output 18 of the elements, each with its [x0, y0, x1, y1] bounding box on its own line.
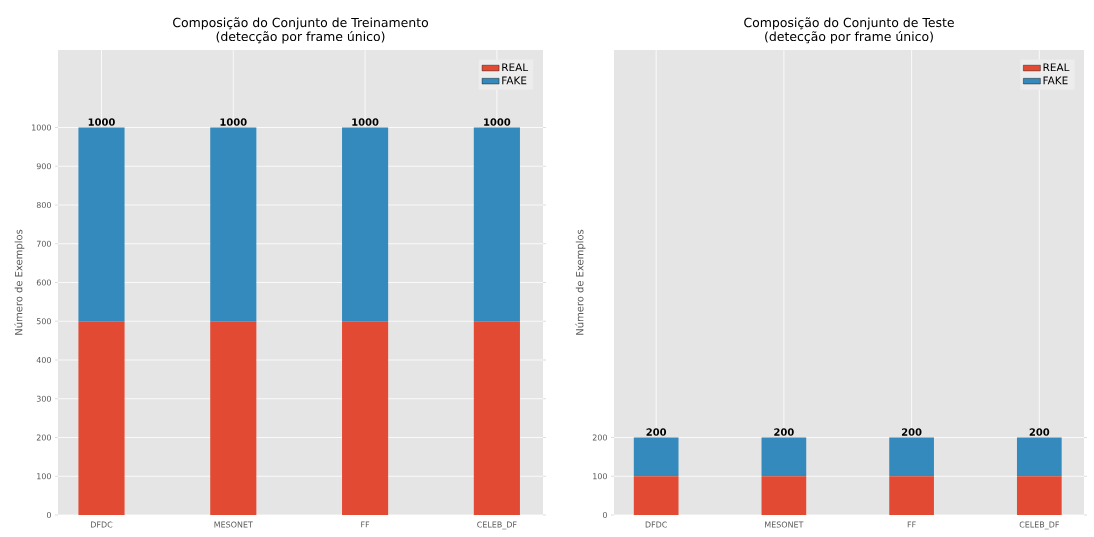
chart-subtitle: (detecção por frame único) [765, 30, 933, 44]
legend-label: FAKE [502, 76, 527, 85]
total-label: 200 [646, 428, 667, 436]
legend-label: REAL [502, 63, 529, 72]
legend-label: REAL [1043, 63, 1070, 72]
total-label: 1000 [352, 118, 379, 126]
legend-label: FAKE [1043, 76, 1068, 85]
total-label: 1000 [88, 118, 115, 126]
total-label: 200 [774, 428, 794, 436]
y-axis-title: Número de Exemplos [14, 229, 25, 335]
total-label: 1000 [220, 118, 247, 126]
chart-title: Composição do Conjunto de Treinamento [173, 17, 429, 30]
y-axis-title: Número de Exemplos [575, 229, 586, 335]
chart-subtitle: (detecção por frame único) [216, 30, 385, 44]
chart-title: Composição do Conjunto de Teste [744, 17, 954, 30]
total-label: 200 [1029, 428, 1050, 436]
total-label: 1000 [484, 118, 511, 126]
total-label: 200 [901, 428, 922, 436]
